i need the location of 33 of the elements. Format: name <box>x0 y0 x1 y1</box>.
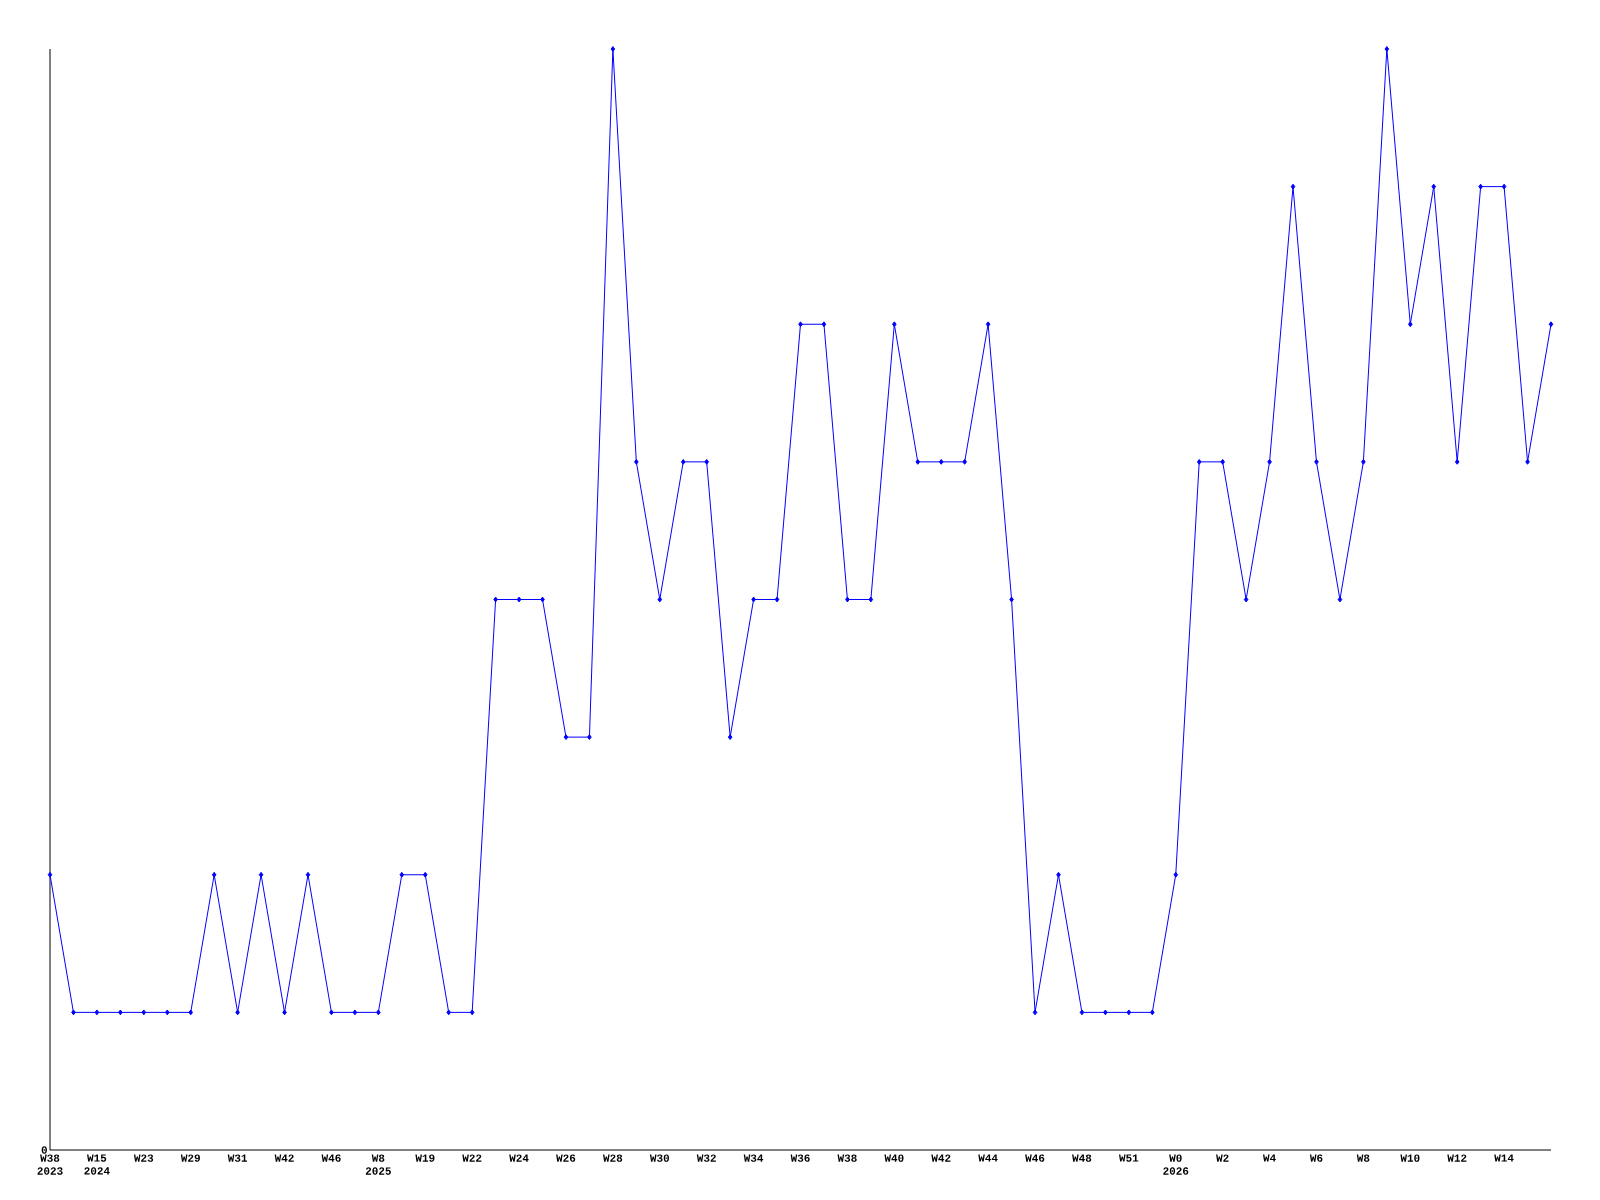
x-tick-label: W48 <box>1072 1154 1092 1162</box>
x-tick-label: W42 <box>274 1154 294 1162</box>
x-tick-label: W4 <box>1263 1154 1276 1162</box>
x-tick-label: W2 <box>1216 1154 1229 1162</box>
x-tick-label: W8 2025 <box>365 1154 391 1175</box>
x-tick-label: W26 <box>556 1154 576 1162</box>
x-tick-label: W10 <box>1400 1154 1420 1162</box>
text: 0 <box>41 1146 47 1154</box>
x-tick-label: W40 <box>884 1154 904 1162</box>
x-tick-label: W46 <box>321 1154 341 1162</box>
x-tick-label: W23 <box>133 1154 154 1162</box>
x-tick-label: W46 <box>1025 1154 1045 1162</box>
x-tick-label: W44 <box>978 1154 998 1162</box>
x-tick-label: W14 <box>1494 1154 1514 1162</box>
x-tick-label: W38 2023 <box>37 1154 63 1175</box>
x-tick-label: W0 2026 <box>1163 1154 1189 1175</box>
x-tick-label: W30 <box>649 1154 670 1162</box>
x-tick-label: W34 <box>743 1154 764 1162</box>
x-tick-label: W31 <box>227 1154 248 1162</box>
x-tick-label: W22 <box>462 1154 482 1162</box>
x-tick-label: W15 2024 <box>84 1154 110 1175</box>
x-tick-label: W36 <box>790 1154 810 1162</box>
x-tick-label: W6 <box>1309 1154 1323 1162</box>
x-tick-label: W12 <box>1447 1154 1467 1162</box>
x-tick-label: W51 <box>1118 1154 1139 1162</box>
x-tick-label: W24 <box>509 1154 529 1162</box>
x-tick-label: W42 <box>931 1154 951 1162</box>
x-tick-label: W38 <box>837 1154 857 1162</box>
x-tick-label: W29 <box>180 1154 200 1162</box>
x-tick-label: W32 <box>696 1154 716 1162</box>
x-tick-label: W28 <box>603 1154 623 1162</box>
x-tick-label: W19 <box>415 1154 435 1162</box>
x-tick-label: W8 <box>1356 1154 1370 1162</box>
